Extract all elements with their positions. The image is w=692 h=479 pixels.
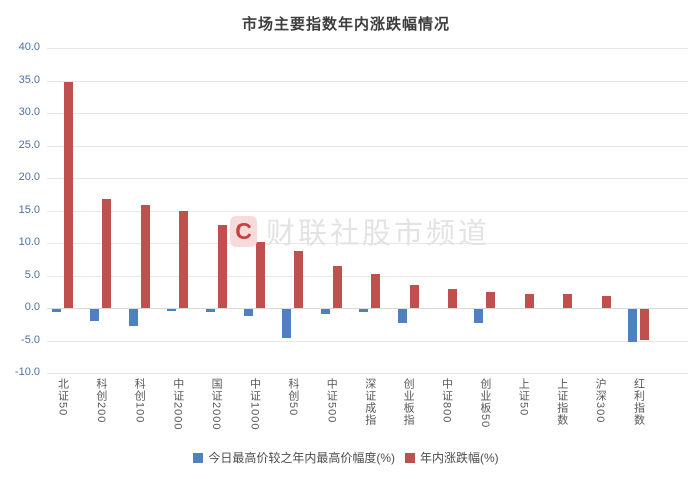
watermark-logo-icon: C — [230, 215, 257, 247]
x-axis-category-label: 上证50 — [517, 378, 530, 417]
y-axis-tick-label: 35.0 — [18, 74, 40, 86]
x-axis-category-label: 科创50 — [286, 378, 299, 417]
y-axis-tick-label: 5.0 — [24, 269, 40, 281]
bar-blue-深证成指 — [359, 309, 369, 312]
bar-blue-科创100 — [128, 309, 138, 326]
legend-item-series2: 年内涨跌幅(%) — [405, 449, 499, 466]
bar-red-科创100 — [140, 205, 150, 308]
bar-blue-北证50 — [52, 309, 61, 313]
bar-blue-创业板指 — [397, 309, 407, 323]
x-axis-category-label: 中证2000 — [171, 378, 184, 431]
legend-swatch-red-icon — [405, 452, 415, 463]
bar-blue-中证2000 — [167, 309, 177, 311]
bar-red-中证800 — [448, 288, 457, 308]
x-axis-category-label: 沪深300 — [594, 378, 607, 424]
x-axis-category-label: 国证2000 — [210, 378, 223, 431]
gridline-y--10.0 — [47, 373, 688, 374]
gridline-y-35.0 — [47, 81, 688, 82]
bar-red-创业板50 — [486, 292, 496, 308]
y-axis-tick-label: 0.0 — [24, 301, 40, 313]
gridline-y-20.0 — [47, 178, 688, 179]
bar-red-深证成指 — [371, 273, 381, 308]
chart-title: 市场主要指数年内涨跌幅情况 — [241, 16, 450, 33]
gridline-y--5.0 — [47, 341, 688, 342]
y-axis-tick-label: 10.0 — [18, 236, 40, 248]
y-axis-tick-label: 30.0 — [18, 106, 40, 118]
gridline-y-10.0 — [47, 243, 688, 244]
y-axis-tick-label: -10.0 — [14, 366, 40, 378]
legend-swatch-blue-icon — [193, 452, 204, 463]
chart-legend: 今日最高价较之年内最高价幅度(%) 年内涨跌幅(%) — [0, 449, 692, 466]
bar-red-科创50 — [294, 250, 304, 308]
bar-red-沪深300 — [601, 296, 611, 308]
y-axis-tick-label: 15.0 — [18, 204, 40, 216]
legend-item-series1: 今日最高价较之年内最高价幅度(%) — [193, 449, 395, 466]
bar-blue-国证2000 — [205, 309, 215, 313]
y-axis-tick-label: -5.0 — [21, 334, 40, 346]
watermark-text: 财联社股市频道 — [266, 218, 491, 250]
bar-red-红利指数 — [640, 309, 649, 340]
x-axis-category-label: 北证50 — [56, 378, 69, 417]
watermark: C 财联社股市频道 — [230, 210, 490, 252]
x-axis-category-label: 中证500 — [325, 378, 338, 424]
bar-red-中证1000 — [256, 241, 265, 308]
x-axis-category-label: 科创100 — [133, 378, 146, 424]
gridline-y-5.0 — [47, 276, 688, 277]
x-axis-category-label: 中证800 — [440, 378, 453, 424]
x-axis-category-label: 创业板指 — [402, 378, 415, 426]
x-axis-category-label: 创业板50 — [478, 378, 491, 429]
y-axis-tick-label: 25.0 — [18, 139, 40, 151]
gridline-y-15.0 — [47, 211, 688, 212]
bar-blue-红利指数 — [628, 309, 637, 342]
bar-red-科创200 — [102, 198, 112, 308]
x-axis-category-label: 科创200 — [94, 378, 107, 424]
legend-label-series2: 年内涨跌幅(%) — [420, 451, 499, 465]
gridline-y-40.0 — [47, 48, 688, 49]
x-axis-category-label: 中证1000 — [248, 378, 261, 431]
bar-red-创业板指 — [409, 284, 419, 308]
y-axis-tick-label: 40.0 — [18, 41, 40, 53]
gridline-y-0.0 — [47, 308, 688, 309]
bar-blue-中证1000 — [244, 309, 253, 316]
x-axis-category-label: 红利指数 — [632, 378, 645, 426]
bar-blue-中证500 — [320, 309, 330, 315]
bar-red-国证2000 — [217, 225, 227, 308]
x-axis-category-label: 上证指数 — [555, 378, 568, 426]
bar-blue-科创200 — [90, 309, 100, 321]
gridline-y-25.0 — [47, 146, 688, 147]
bar-red-上证指数 — [563, 294, 573, 309]
bar-red-上证50 — [524, 293, 534, 308]
bar-red-北证50 — [64, 81, 73, 308]
bar-blue-科创50 — [282, 309, 292, 339]
bar-red-中证2000 — [179, 211, 189, 308]
gridline-y-30.0 — [47, 113, 688, 114]
x-axis-category-label: 深证成指 — [363, 378, 376, 426]
y-axis-tick-label: 20.0 — [18, 171, 40, 183]
legend-label-series1: 今日最高价较之年内最高价幅度(%) — [208, 451, 395, 465]
bar-blue-创业板50 — [474, 309, 484, 324]
bar-red-中证500 — [332, 266, 342, 308]
